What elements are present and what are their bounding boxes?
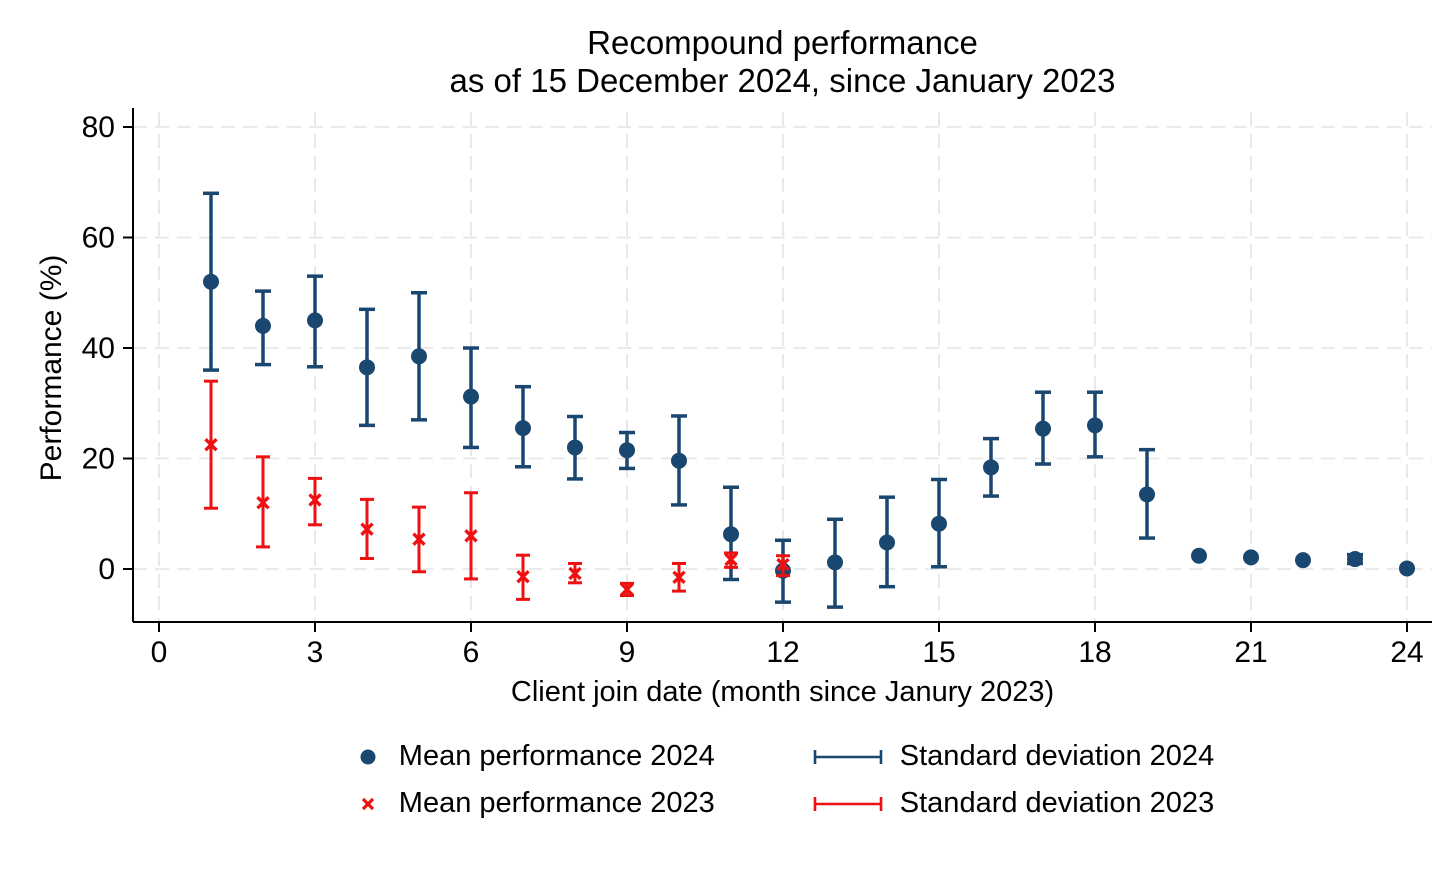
legend-label-sd-2023: Standard deviation 2023 xyxy=(899,787,1215,819)
x-axis-label: Client join date (month since Janury 202… xyxy=(510,676,1055,708)
y-tick-label: 60 xyxy=(82,222,115,255)
mean-point-circle xyxy=(827,554,843,571)
legend: Mean performance 2024 Standard deviation… xyxy=(133,740,1432,820)
sd-2023-errorbar-marker-icon xyxy=(810,793,886,815)
mean-point-x xyxy=(308,493,322,507)
mean-point-circle xyxy=(931,515,947,532)
mean-point-circle xyxy=(1139,486,1155,503)
mean-point-circle xyxy=(879,534,895,551)
mean-point-x xyxy=(672,570,686,584)
x-tick-label: 3 xyxy=(307,636,324,669)
legend-item-mean-2024: Mean performance 2024 xyxy=(351,740,715,773)
mean-point-x xyxy=(412,532,426,546)
x-tick-label: 12 xyxy=(766,636,799,669)
x-tick-label: 21 xyxy=(1234,636,1267,669)
mean-point-circle xyxy=(1243,549,1259,566)
mean-point-circle xyxy=(411,348,427,365)
x-tick-label: 9 xyxy=(619,636,636,669)
x-tick-label: 18 xyxy=(1078,636,1111,669)
mean-point-circle xyxy=(567,439,583,456)
x-tick-label: 15 xyxy=(922,636,955,669)
mean-point-x xyxy=(568,566,582,581)
mean-point-x xyxy=(620,582,634,597)
mean-point-circle xyxy=(619,442,635,459)
plot-area: 0 20 40 60 80 0 3 6 9 12 15 18 21 24 xyxy=(82,108,1432,669)
chart-title-line1: Recompound performance xyxy=(587,24,978,61)
mean-point-circle xyxy=(1035,420,1051,437)
legend-label-mean-2024: Mean performance 2024 xyxy=(398,740,715,772)
chart-title-line2: as of 15 December 2024, since January 20… xyxy=(449,62,1116,99)
mean-point-circle xyxy=(359,359,375,376)
mean-point-circle xyxy=(983,459,999,476)
x-tick-label: 24 xyxy=(1390,636,1423,669)
mean-point-circle xyxy=(1191,547,1207,564)
mean-point-circle xyxy=(671,452,687,469)
legend-item-sd-2023: Standard deviation 2023 xyxy=(810,787,1214,820)
mean-point-circle xyxy=(1295,552,1311,569)
mean-point-circle xyxy=(307,312,323,329)
chart-title: Recompound performance as of 15 December… xyxy=(133,24,1432,100)
mean-2024-circle-marker-icon xyxy=(351,746,385,768)
mean-point-x xyxy=(204,437,218,452)
mean-point-circle xyxy=(723,526,739,543)
mean-point-x xyxy=(256,495,270,510)
mean-point-circle xyxy=(1399,560,1415,577)
mean-point-circle xyxy=(463,388,479,405)
mean-point-circle xyxy=(255,317,271,334)
mean-point-x xyxy=(464,529,478,543)
mean-point-circle xyxy=(515,420,531,437)
legend-item-mean-2023: Mean performance 2023 xyxy=(351,787,715,820)
mean-point-circle xyxy=(1087,417,1103,434)
mean-point-x xyxy=(724,552,738,567)
legend-label-mean-2023: Mean performance 2023 xyxy=(398,787,715,819)
x-tick-label: 0 xyxy=(151,636,168,669)
legend-label-sd-2024: Standard deviation 2024 xyxy=(899,740,1215,772)
legend-item-sd-2024: Standard deviation 2024 xyxy=(810,740,1214,773)
y-tick-label: 40 xyxy=(82,332,115,365)
mean-point-x xyxy=(776,557,790,572)
mean-point-x xyxy=(360,522,374,536)
mean-point-circle xyxy=(203,273,219,290)
sd-2024-errorbar-marker-icon xyxy=(810,746,886,768)
mean-point-x xyxy=(516,570,530,584)
y-tick-label: 80 xyxy=(82,111,115,144)
x-tick-label: 6 xyxy=(463,636,480,669)
y-tick-label: 20 xyxy=(82,443,115,476)
y-tick-label: 0 xyxy=(98,553,115,586)
y-axis-label: Performance (%) xyxy=(35,254,68,482)
mean-point-circle xyxy=(1347,551,1363,568)
mean-2023-x-marker-icon xyxy=(351,793,385,815)
